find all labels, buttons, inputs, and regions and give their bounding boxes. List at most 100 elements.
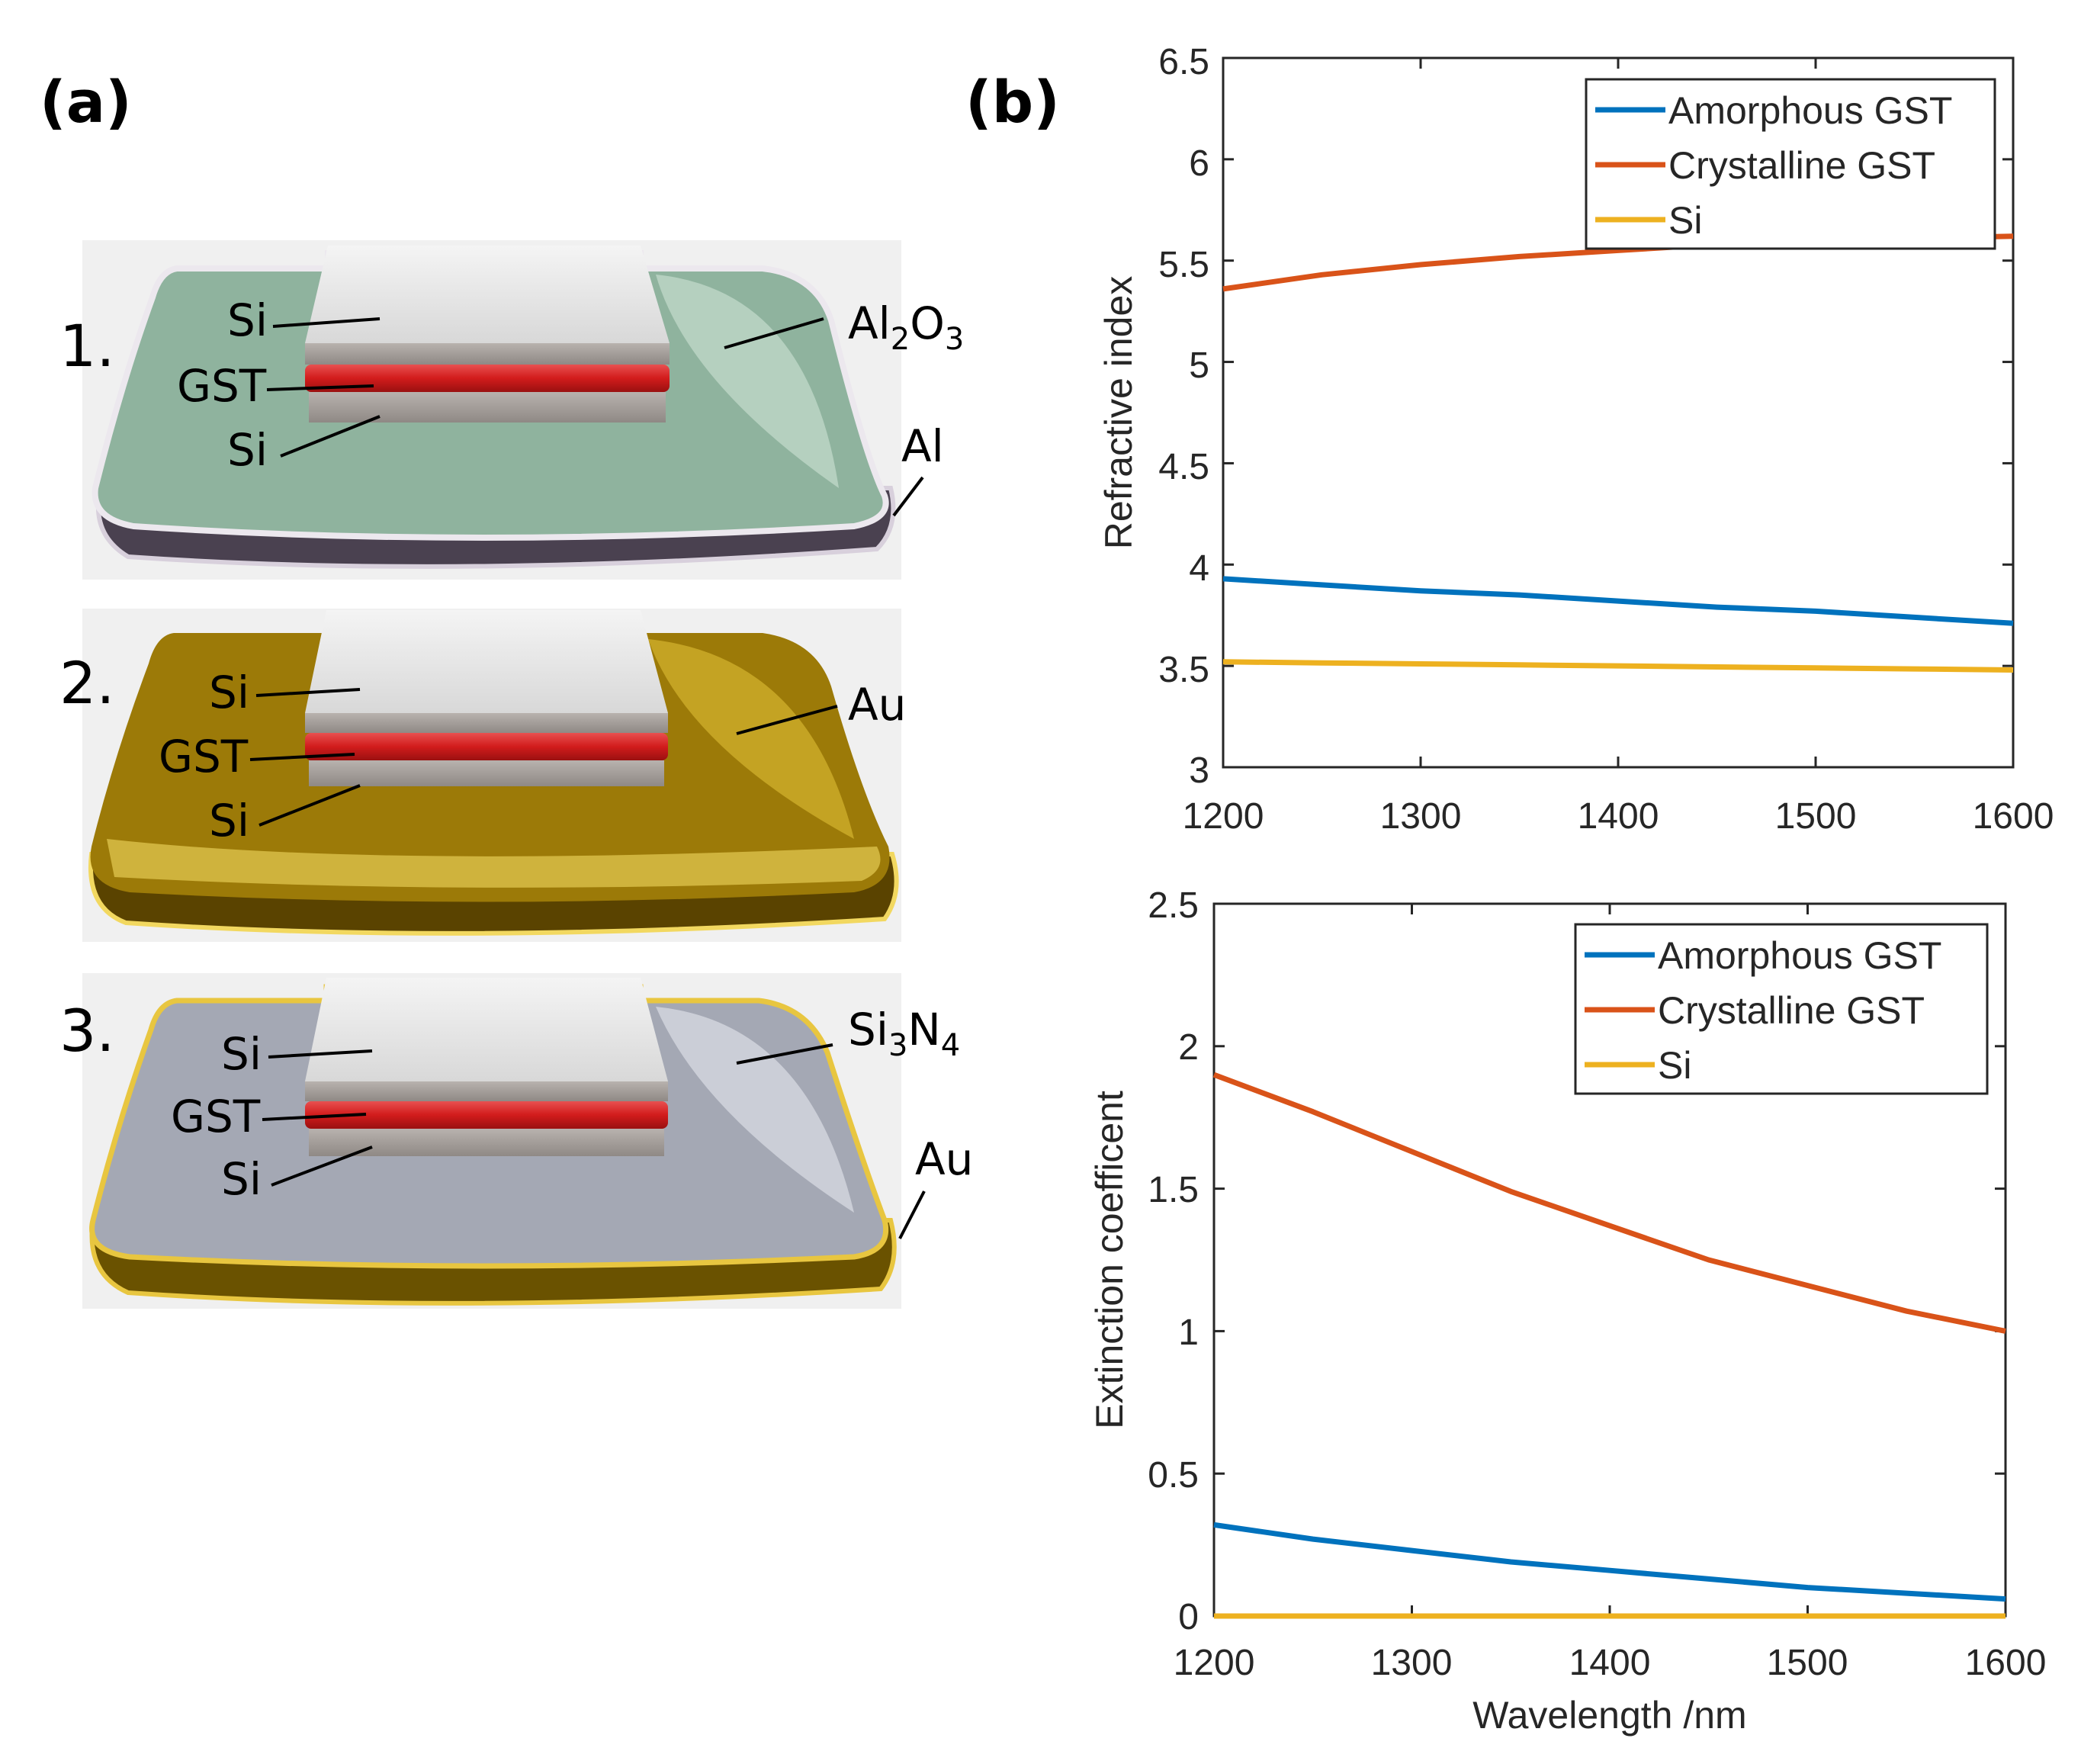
- device-1-gst-label: GST: [177, 360, 267, 412]
- extinction-xlabel: Wavelength /nm: [1472, 1694, 1746, 1737]
- extinction-xtick-0: 1200: [1174, 1643, 1255, 1683]
- extinction-xtick-3: 1500: [1767, 1643, 1848, 1683]
- device-2-plate-highlight: [648, 639, 854, 839]
- refractive-index-legend-label-1: Crystalline GST: [1668, 144, 1935, 187]
- device-1-top-si-slab: [305, 246, 670, 343]
- device-3-number: 3.: [59, 997, 115, 1065]
- device-2-bottom-si-label: Si: [209, 795, 249, 847]
- device-2-plate-shine: [107, 839, 881, 888]
- device-3-gst-leader: [262, 1113, 367, 1121]
- device-2-gst-leader: [249, 753, 355, 761]
- device-1-bottom-si-leader: [280, 415, 381, 458]
- device-3-substrate-leader: [898, 1190, 926, 1239]
- device-1-top-si-leader: [272, 317, 381, 328]
- extinction-series-lines: [1212, 1072, 2006, 1619]
- device-1-number: 1.: [59, 312, 115, 380]
- refractive-index-ytick-5: 5.5: [1158, 245, 1209, 285]
- extinction-chart: 0 0.5 1 1.5 2 2.5 1200 1300 1400 1500 16…: [1088, 885, 2046, 1737]
- device-1-gst-layer: [305, 365, 670, 392]
- device-2-number: 2.: [59, 649, 115, 717]
- refractive-index-legend-label-2: Si: [1668, 199, 1702, 242]
- device-2-cladding-leader: [736, 705, 838, 735]
- device-3-cladding-label: Si3N4: [848, 1004, 960, 1063]
- extinction-legend: Amorphous GST Crystalline GST Si: [1574, 923, 1989, 1095]
- device-3-bottom-si-leader: [271, 1145, 373, 1187]
- device-3-substrate-label: Au: [915, 1133, 973, 1185]
- panel-b: (b) 3 3.5 4 4.5 5 5.5 6 6.5 1200 1300 14…: [965, 42, 2054, 1737]
- extinction-ytick-1: 0.5: [1148, 1455, 1199, 1496]
- extinction-xtick-4: 1600: [1965, 1643, 2047, 1683]
- extinction-series-line-crystalline-gst: [1212, 1072, 2006, 1334]
- device-1-stack: [305, 246, 670, 423]
- device-1-substrate-label: Al: [901, 420, 944, 472]
- refractive-index-xtick-4: 1600: [1973, 796, 2054, 837]
- refractive-index-xtick-marks: [1222, 58, 2015, 767]
- extinction-xtick-1: 1300: [1371, 1643, 1453, 1683]
- device-2-gst-label: GST: [159, 731, 249, 782]
- refractive-index-ytick-3: 4.5: [1158, 447, 1209, 487]
- refractive-index-xtick-1: 1300: [1380, 796, 1462, 837]
- device-1: 1. Si GST Si Al2O3 Al: [59, 240, 964, 580]
- refractive-index-xtick-2: 1400: [1578, 796, 1659, 837]
- extinction-ytick-3: 1.5: [1148, 1170, 1199, 1210]
- refractive-index-ytick-0: 3: [1189, 750, 1209, 791]
- device-3-gst-label: GST: [171, 1091, 261, 1142]
- device-3-bottom-si-layer: [309, 1129, 664, 1156]
- extinction-ytick-2: 1: [1178, 1313, 1199, 1353]
- refractive-index-chart: 3 3.5 4 4.5 5 5.5 6 6.5 1200 1300 1400 1…: [1097, 42, 2054, 837]
- panel-a: (a) 1. Si GST Si Al2O3 Al: [40, 68, 973, 1309]
- device-3-gst-layer: [305, 1101, 668, 1129]
- device-1-gst-leader: [266, 384, 374, 391]
- refractive-index-xtick-0: 1200: [1183, 796, 1264, 837]
- device-2-cladding-label: Au: [848, 679, 906, 731]
- refractive-index-ytick-2: 4: [1189, 548, 1209, 589]
- extinction-legend-label-2: Si: [1658, 1044, 1691, 1087]
- device-1-top-si-side: [305, 343, 670, 365]
- device-1-cladding-label: Al2O3: [848, 297, 964, 357]
- refractive-index-legend: Amorphous GST Crystalline GST Si: [1585, 78, 1996, 250]
- extinction-ytick-0: 0: [1178, 1597, 1199, 1637]
- device-3-top-si-slab: [305, 978, 668, 1081]
- extinction-legend-label-1: Crystalline GST: [1658, 989, 1925, 1032]
- extinction-ylabel: Extinction coefficent: [1088, 1091, 1131, 1429]
- refractive-index-xtick-3: 1500: [1775, 796, 1857, 837]
- device-3-top-si-side: [305, 1081, 668, 1101]
- refractive-index-series-line-amorphous-gst: [1222, 576, 2014, 626]
- device-2-bottom-si-leader: [259, 784, 361, 827]
- extinction-ytick-4: 2: [1178, 1027, 1199, 1068]
- extinction-ytick-5: 2.5: [1148, 885, 1199, 926]
- refractive-index-ylabel: Refractive index: [1097, 276, 1140, 550]
- extinction-series-line-amorphous-gst: [1213, 1521, 2006, 1602]
- device-3-stack: [305, 978, 668, 1156]
- device-3-bottom-si-label: Si: [221, 1153, 262, 1205]
- extinction-legend-label-0: Amorphous GST: [1658, 934, 1941, 977]
- device-1-substrate-leader: [892, 476, 924, 517]
- device-2-bottom-si-layer: [309, 760, 664, 786]
- device-3-top-si-leader: [268, 1049, 373, 1059]
- device-2-top-si-label: Si: [209, 667, 249, 718]
- refractive-index-ytick-7: 6.5: [1158, 42, 1209, 82]
- extinction-xtick-2: 1400: [1569, 1643, 1651, 1683]
- refractive-index-ytick-marks: [1223, 56, 2013, 769]
- device-2-stack: [305, 610, 668, 786]
- refractive-index-legend-label-0: Amorphous GST: [1668, 89, 1952, 132]
- panel-a-label: (a): [40, 68, 132, 136]
- extinction-xtick-marks: [1212, 904, 2007, 1616]
- refractive-index-ytick-6: 6: [1189, 143, 1209, 184]
- refractive-index-ytick-4: 5: [1189, 345, 1209, 386]
- device-3: 3. Si GST Si Si3N4 Au: [59, 973, 973, 1309]
- device-1-plate-highlight: [656, 275, 839, 488]
- device-2-gst-layer: [305, 733, 668, 760]
- device-2-top-si-leader: [255, 688, 361, 697]
- device-3-cladding-leader: [736, 1043, 833, 1065]
- device-1-bottom-si-layer: [309, 392, 666, 423]
- device-2: 2. Si GST Si Au: [59, 609, 906, 942]
- refractive-index-ytick-1: 3.5: [1158, 650, 1209, 690]
- device-2-top-si-slab: [305, 610, 668, 713]
- panel-b-label: (b): [965, 68, 1060, 136]
- device-1-cladding-leader: [724, 317, 824, 349]
- device-1-bottom-si-label: Si: [227, 424, 268, 476]
- refractive-index-series-line-si: [1222, 659, 2014, 673]
- device-3-plate-highlight: [656, 1007, 854, 1213]
